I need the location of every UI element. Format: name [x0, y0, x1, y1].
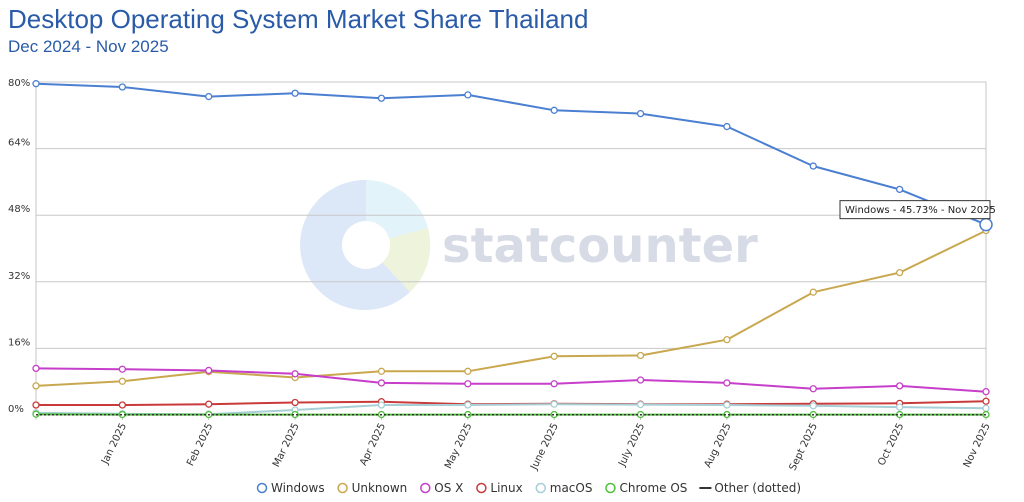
data-point-linux — [32, 401, 40, 409]
data-point-unknown — [723, 336, 731, 344]
data-point-macos — [636, 400, 645, 409]
data-point-os-x — [809, 385, 817, 393]
statcounter-logo-icon — [300, 179, 431, 310]
legend-label-chrome-os: Chrome OS — [619, 481, 687, 495]
data-point-windows — [723, 122, 731, 131]
data-point-os-x — [982, 388, 990, 396]
data-point-linux — [118, 401, 127, 409]
x-tick-label: Jan 2025 — [99, 421, 129, 466]
data-point-macos — [809, 402, 817, 410]
data-point-os-x — [205, 366, 213, 375]
data-point-windows — [636, 109, 645, 118]
data-point-os-x — [291, 370, 299, 378]
y-tick-label: 0% — [8, 404, 24, 415]
data-point-unknown — [377, 367, 386, 375]
legend-item-linux: Linux — [476, 481, 523, 495]
legend-marker-macos — [535, 482, 546, 494]
highlighted-point — [979, 217, 993, 232]
data-point-windows — [895, 185, 904, 194]
data-point-os-x — [723, 379, 731, 387]
data-point-unknown — [32, 382, 40, 390]
y-tick-label: 16% — [8, 337, 30, 348]
series-line-os-x — [35, 367, 987, 393]
legend-item-macos: macOS — [535, 481, 593, 495]
data-point-macos — [464, 401, 472, 409]
data-point-windows — [550, 106, 558, 114]
data-point-unknown — [464, 367, 472, 375]
x-tick-label: Feb 2025 — [185, 421, 215, 467]
legend-item-unknown: Unknown — [337, 481, 408, 495]
data-point-windows — [377, 94, 386, 102]
data-point-linux — [205, 400, 213, 408]
tooltip-text: Windows - 45.73% - Nov 2025 — [845, 205, 996, 216]
legend-marker-os-x — [420, 482, 431, 494]
y-tick-label: 64% — [8, 138, 30, 149]
x-tick-label: July 2025 — [616, 421, 647, 469]
legend-marker-windows — [256, 482, 268, 494]
data-point-macos — [895, 403, 904, 411]
data-point-windows — [464, 91, 472, 99]
data-point-os-x — [636, 376, 645, 384]
data-point-windows — [118, 83, 127, 91]
x-tick-label: Sept 2025 — [788, 421, 820, 472]
data-point-windows — [205, 92, 213, 101]
x-tick-label: Nov 2025 — [962, 421, 993, 469]
y-tick-label: 32% — [8, 271, 30, 282]
x-tick-label: June 2025 — [528, 421, 560, 472]
series-line-macos — [35, 403, 987, 416]
legend-marker-chrome-os — [605, 482, 616, 494]
series-line-unknown — [35, 229, 987, 387]
data-point-macos — [723, 401, 731, 409]
watermark-text: statcounter — [442, 218, 758, 274]
data-point-linux — [291, 398, 299, 407]
data-point-macos — [982, 404, 990, 412]
x-tick-label: Aug 2025 — [703, 421, 734, 469]
tooltip-box — [839, 200, 991, 220]
x-tick-label: Mar 2025 — [271, 421, 302, 469]
chart-title: Desktop Operating System Market Share Th… — [8, 4, 589, 34]
legend-label-os-x: OS X — [434, 481, 463, 495]
data-point-macos — [550, 400, 558, 408]
data-point-windows — [32, 80, 40, 88]
legend-label-macos: macOS — [550, 481, 593, 495]
data-point-macos — [377, 401, 386, 409]
data-point-os-x — [464, 380, 472, 388]
data-point-os-x — [895, 382, 904, 390]
data-point-unknown — [636, 351, 645, 360]
y-tick-label: 80% — [8, 78, 30, 89]
x-tick-label: May 2025 — [443, 421, 475, 470]
data-point-os-x — [550, 380, 558, 388]
legend-label-windows: Windows — [271, 481, 325, 495]
legend-item-windows: Windows — [256, 481, 325, 495]
data-point-os-x — [377, 379, 386, 387]
data-point-unknown — [118, 377, 127, 385]
legend-marker-unknown — [337, 482, 348, 494]
y-tick-label: 48% — [8, 204, 30, 215]
x-tick-label: Oct 2025 — [876, 421, 906, 467]
data-point-windows — [809, 162, 817, 170]
data-point-unknown — [895, 268, 904, 277]
data-point-os-x — [32, 364, 40, 373]
data-point-unknown — [809, 288, 817, 296]
legend-marker-linux — [476, 482, 487, 494]
legend-label-linux: Linux — [490, 481, 522, 495]
legend-item-chrome-os: Chrome OS — [605, 481, 687, 495]
legend-label-other-dotted: Other (dotted) — [714, 481, 801, 495]
legend-label-unknown: Unknown — [352, 481, 408, 495]
data-point-windows — [291, 89, 299, 97]
legend-item-other-dotted: Other (dotted) — [699, 481, 801, 495]
chart-subtitle: Dec 2024 - Nov 2025 — [8, 37, 169, 56]
data-point-os-x — [118, 365, 127, 373]
legend-item-os-x: OS X — [420, 481, 463, 495]
data-point-unknown — [550, 352, 558, 360]
series-line-windows — [35, 82, 987, 226]
statcounter-watermark: statcounter — [300, 179, 758, 310]
x-tick-label: Apr 2025 — [358, 421, 388, 467]
data-point-linux — [982, 397, 990, 405]
